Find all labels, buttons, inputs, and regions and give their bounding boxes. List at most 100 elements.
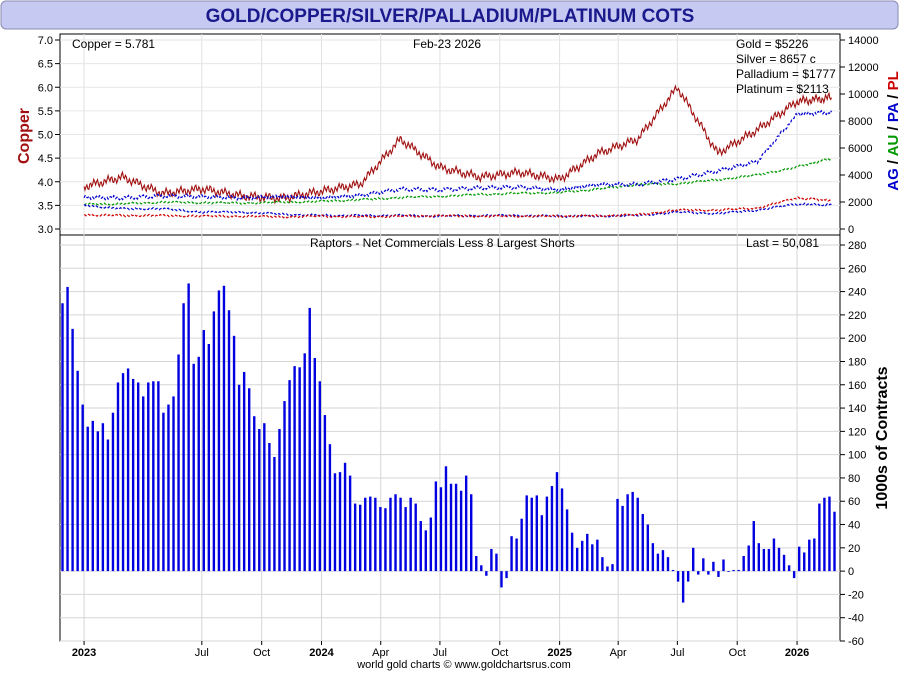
raptors-bar — [394, 494, 397, 572]
raptors-bar — [167, 404, 170, 572]
raptors-bar — [424, 530, 427, 572]
raptors-bar — [71, 328, 74, 572]
raptors-bar — [106, 439, 110, 572]
raptors-bar — [515, 538, 518, 572]
raptors-bar — [717, 571, 720, 577]
raptors-tick-label: 260 — [848, 263, 866, 275]
raptors-bar — [288, 380, 291, 572]
raptors-bar — [384, 508, 387, 572]
raptors-bar — [121, 373, 125, 572]
raptors-bar — [833, 511, 836, 572]
raptors-bar — [66, 286, 69, 572]
raptors-bar — [611, 564, 614, 572]
raptors-bar — [601, 557, 604, 572]
raptors-tick-label: 20 — [848, 543, 860, 555]
x-tick-label: 2023 — [72, 647, 96, 659]
raptors-bar — [212, 311, 216, 572]
metals-axis-label-part: PL — [885, 71, 900, 90]
chart-title: GOLD/COPPER/SILVER/PALLADIUM/PLATINUM CO… — [206, 6, 695, 27]
raptors-bar — [555, 472, 559, 572]
raptors-bar — [258, 429, 261, 572]
raptors-bar — [767, 548, 771, 572]
raptors-bar — [707, 571, 710, 575]
raptors-tick-label: 100 — [848, 450, 866, 462]
raptors-bar — [227, 310, 231, 572]
raptors-bar — [253, 416, 256, 572]
metals-axis-label-part: / — [885, 156, 900, 168]
metals-axis-label-part: / — [885, 90, 900, 103]
x-tick-label: Jul — [433, 647, 447, 659]
raptors-bar — [338, 472, 342, 572]
raptors-bar — [459, 490, 463, 572]
raptors-bar — [449, 483, 453, 572]
raptors-tick-label: 140 — [848, 403, 866, 415]
raptors-bar — [197, 356, 200, 572]
raptors-bar — [787, 565, 791, 572]
copper-tick-label: 5.5 — [38, 106, 53, 118]
raptors-bar — [126, 368, 130, 572]
raptors-bar — [560, 488, 564, 572]
raptors-tick-label: -40 — [848, 613, 864, 625]
raptors-bar — [222, 285, 226, 572]
raptors-bar — [101, 423, 105, 572]
raptors-bar — [525, 495, 528, 572]
raptors-bar — [565, 509, 569, 572]
gold-readout: Gold = $5226 — [736, 37, 809, 51]
raptors-tick-label: 160 — [848, 380, 866, 392]
raptors-bar — [550, 486, 554, 572]
raptors-bar — [727, 571, 730, 572]
raptors-bar — [439, 487, 443, 572]
raptors-bar — [762, 548, 766, 572]
raptors-tick-label: 200 — [848, 333, 866, 345]
footer-credit: world gold charts © www.goldchartsrus.co… — [356, 659, 571, 671]
raptors-bar — [545, 496, 549, 572]
raptors-bar — [464, 475, 468, 572]
raptors-bar — [61, 303, 64, 572]
raptors-bar — [187, 283, 190, 572]
x-tick-label: 2026 — [785, 647, 809, 659]
metals-tick-label: 2000 — [848, 197, 872, 209]
raptors-bar — [656, 553, 660, 572]
metals-axis-label-part: AG — [885, 168, 900, 191]
metals-axis-label: AG / AU / PA / PL — [885, 71, 900, 191]
gridlines — [60, 34, 840, 642]
raptors-bar — [328, 444, 332, 572]
raptors-bar — [540, 515, 544, 572]
raptors-bar — [429, 517, 433, 572]
raptors-tick-label: 0 — [848, 566, 854, 578]
copper-readout: Copper = 5.781 — [72, 37, 155, 51]
raptors-bar — [278, 429, 281, 572]
metals-axis-label-part: PA — [885, 102, 900, 122]
raptors-bar — [237, 384, 241, 572]
metals-tick-label: 12000 — [848, 62, 879, 74]
raptors-bar — [752, 521, 755, 572]
raptors-tick-label: 60 — [848, 496, 860, 508]
raptors-tick-label: -20 — [848, 589, 864, 601]
raptors-bar — [76, 370, 79, 572]
raptors-bar — [581, 540, 584, 572]
x-tick-label: Oct — [491, 647, 508, 659]
date-label: Feb-23 2026 — [413, 37, 481, 51]
raptors-bar — [207, 344, 211, 572]
raptors-bar — [333, 473, 337, 572]
raptors-bar — [666, 557, 670, 572]
raptors-bar — [792, 571, 796, 579]
x-tick-label: 2024 — [309, 647, 334, 659]
raptors-bar — [131, 378, 135, 572]
raptors-bar — [737, 569, 740, 572]
raptors-bar — [369, 496, 372, 572]
raptors-title: Raptors - Net Commercials Less 8 Largest… — [310, 236, 575, 250]
raptors-last: Last = 50,081 — [746, 236, 819, 250]
raptors-bar — [162, 412, 165, 572]
raptors-bar — [626, 494, 629, 572]
raptors-tick-label: -60 — [848, 636, 864, 648]
raptors-bar — [247, 388, 251, 572]
raptors-bar — [86, 426, 89, 572]
raptors-bar — [136, 382, 140, 572]
metals-axis-label-part: AU — [885, 135, 900, 157]
raptors-bar — [818, 503, 821, 572]
raptors-bar — [797, 546, 801, 572]
raptors-bar — [757, 543, 761, 572]
raptors-bar — [293, 366, 296, 572]
raptors-bar — [712, 561, 715, 572]
